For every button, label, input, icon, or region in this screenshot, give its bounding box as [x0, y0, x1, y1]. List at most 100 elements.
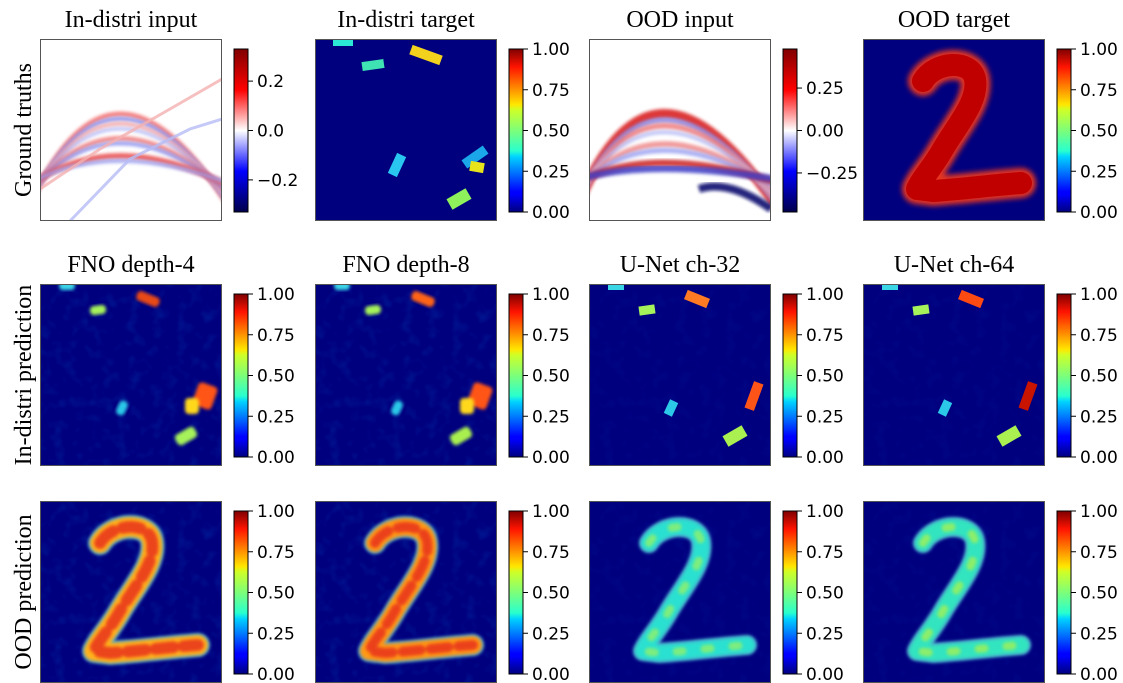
heatmap-panel: 1.00 0.75 0.50 0.25 0.00	[315, 501, 570, 683]
panel-frame	[40, 284, 222, 466]
colorbar-tick-label: 0.75	[1080, 81, 1118, 101]
colorbar-tick-label: 0.00	[806, 665, 844, 683]
heatmap-image	[40, 501, 222, 683]
panel-title: OOD input	[626, 7, 734, 33]
colorbar-tick-label: 0.2	[257, 72, 284, 92]
heatmap-image	[589, 39, 771, 221]
row-label: In-distri prediction	[11, 285, 37, 466]
colorbar-tick-label: 0.25	[806, 407, 844, 427]
heatmap-image	[40, 39, 222, 221]
colorbar-tick-label: 0.25	[806, 79, 844, 99]
colorbar-tick-label: 0.25	[532, 407, 570, 427]
panel-frame	[40, 39, 222, 221]
colorbar-tick-label: 1.00	[257, 285, 295, 305]
colorbar-tick-label: 0.00	[532, 448, 570, 468]
panel-title: FNO depth-8	[342, 252, 469, 278]
colorbar: 1.00 0.75 0.50 0.25 0.00	[782, 285, 844, 468]
heatmap-image	[863, 501, 1045, 683]
colorbar: 1.00 0.75 0.50 0.25 0.00	[233, 502, 295, 683]
colorbar-tick-label: 0.75	[806, 543, 844, 563]
panel-title: In-distri input	[65, 7, 198, 33]
colorbar: 1.00 0.75 0.50 0.25 0.00	[1056, 285, 1118, 468]
colorbar-tick-label: 0.50	[1080, 122, 1118, 142]
colorbar-tick-label: 0.25	[1080, 407, 1118, 427]
colorbar: 1.00 0.75 0.50 0.25 0.00	[233, 285, 295, 468]
heatmap-image	[315, 284, 497, 466]
colorbar-tick-label: 0.00	[1080, 203, 1118, 223]
colorbar-tick-label: 0.50	[806, 367, 844, 387]
colorbar-tick-label: 0.00	[532, 665, 570, 683]
heatmap-panel: 1.00 0.75 0.50 0.25 0.00	[40, 501, 295, 683]
colorbar-tick-label: 0.50	[532, 367, 570, 387]
colorbar-tick-label: 0.25	[806, 624, 844, 644]
heatmap-image	[589, 284, 771, 466]
colorbar-tick-label: 0.25	[532, 624, 570, 644]
panel-title: U-Net ch-64	[894, 252, 1015, 278]
heatmap-image	[863, 39, 1045, 221]
colorbar-tick-label: 0.0	[257, 122, 284, 142]
colorbar: 1.00 0.75 0.50 0.25 0.00	[1056, 40, 1118, 223]
colorbar-tick-label: 1.00	[806, 285, 844, 305]
panel-frame	[315, 39, 497, 221]
colorbar-tick-label: 0.50	[532, 584, 570, 604]
heatmap-panel: OOD target 1.00 0.75 0.50 0.25 0.00	[863, 7, 1118, 223]
panel-frame	[863, 39, 1045, 221]
colorbar-tick-label: 0.00	[532, 203, 570, 223]
colorbar: 1.00 0.75 0.50 0.25 0.00	[782, 502, 844, 683]
colorbar-tick-label: 0.25	[257, 407, 295, 427]
panel-frame	[315, 284, 497, 466]
colorbar-tick-label: 0.00	[806, 448, 844, 468]
heatmap-panel: In-distri input 0.2 0.0 −0.2	[40, 7, 298, 221]
colorbar-tick-label: −0.25	[806, 164, 858, 184]
colorbar-tick-label: 0.75	[257, 543, 295, 563]
row-label: Ground truths	[11, 63, 37, 197]
colorbar-tick-label: 0.50	[806, 584, 844, 604]
colorbar-tick-label: 1.00	[532, 502, 570, 522]
heatmap-image	[863, 284, 1045, 466]
panel-frame	[589, 39, 771, 221]
panel-frame	[863, 284, 1045, 466]
colorbar-tick-label: 1.00	[1080, 285, 1118, 305]
panel-title: FNO depth-4	[67, 252, 194, 278]
colorbar-tick-label: 0.25	[1080, 162, 1118, 182]
colorbar-tick-label: 0.50	[1080, 367, 1118, 387]
colorbar-tick-label: 1.00	[1080, 40, 1118, 60]
heatmap-panel: U-Net ch-32 1.00 0.75 0.50 0.25 0.00	[589, 252, 844, 468]
heatmap-image	[315, 39, 497, 221]
colorbar-tick-label: 0.00	[1080, 665, 1118, 683]
colorbar-tick-label: −0.2	[257, 171, 298, 191]
heatmap-panel: FNO depth-8 1.00 0.75 0.50 0.25 0.00	[315, 252, 570, 468]
colorbar: 1.00 0.75 0.50 0.25 0.00	[508, 502, 570, 683]
colorbar-tick-label: 0.50	[257, 584, 295, 604]
heatmap-image	[315, 501, 497, 683]
heatmap-panel: 1.00 0.75 0.50 0.25 0.00	[863, 501, 1118, 683]
colorbar-tick-label: 0.50	[1080, 584, 1118, 604]
colorbar-tick-label: 0.25	[532, 162, 570, 182]
heatmap-image	[589, 501, 771, 683]
colorbar-tick-label: 1.00	[532, 40, 570, 60]
colorbar-tick-label: 1.00	[1080, 502, 1118, 522]
panel-frame	[589, 284, 771, 466]
colorbar-tick-label: 1.00	[257, 502, 295, 522]
colorbar-tick-label: 0.25	[1080, 624, 1118, 644]
colorbar: 1.00 0.75 0.50 0.25 0.00	[1056, 502, 1118, 683]
colorbar-tick-label: 0.75	[532, 326, 570, 346]
colorbar: 0.25 0.00 −0.25	[782, 48, 858, 213]
colorbar: 1.00 0.75 0.50 0.25 0.00	[508, 285, 570, 468]
panel-title: U-Net ch-32	[620, 252, 741, 278]
heatmap-panel: In-distri target 1.00 0.75 0.50 0.25 0.00	[315, 7, 570, 223]
colorbar-tick-label: 0.75	[532, 81, 570, 101]
colorbar-tick-label: 1.00	[532, 285, 570, 305]
colorbar-tick-label: 0.00	[257, 448, 295, 468]
colorbar-tick-label: 0.75	[532, 543, 570, 563]
heatmap-panel: FNO depth-4 1.00 0.75 0.50 0.25 0.00	[40, 252, 295, 468]
colorbar-tick-label: 0.75	[1080, 543, 1118, 563]
colorbar: 0.2 0.0 −0.2	[233, 48, 298, 213]
heatmap-panel: OOD input 0.25 0.00 −0.25	[589, 7, 858, 221]
colorbar-tick-label: 0.75	[806, 326, 844, 346]
heatmap-panel: U-Net ch-64 1.00 0.75 0.50 0.25 0.00	[863, 252, 1118, 468]
colorbar: 1.00 0.75 0.50 0.25 0.00	[508, 40, 570, 223]
colorbar-tick-label: 0.50	[532, 122, 570, 142]
panel-title: OOD target	[898, 7, 1011, 33]
